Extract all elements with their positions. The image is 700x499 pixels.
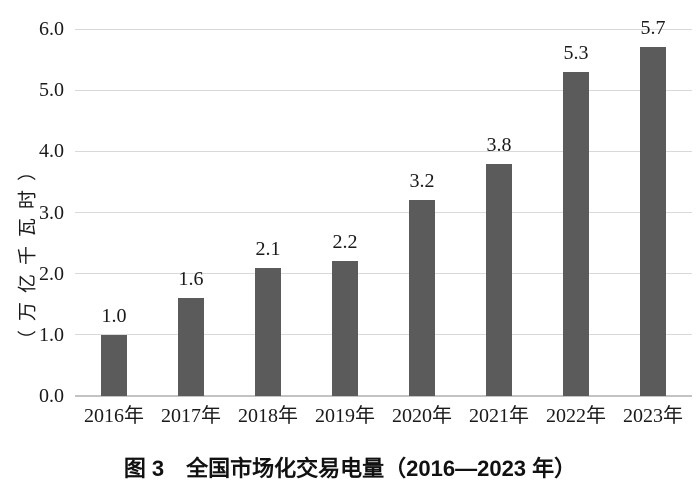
bar	[255, 268, 281, 396]
bar-value-label: 3.8	[486, 134, 512, 156]
x-tick-label: 2017年	[161, 405, 221, 427]
x-tick-label: 2016年	[84, 405, 144, 427]
y-tick-label: 1.0	[39, 324, 64, 346]
y-tick-label: 0.0	[39, 385, 64, 407]
gridline	[75, 334, 692, 335]
bar	[178, 298, 204, 396]
bar-value-label: 1.6	[178, 268, 204, 290]
gridline	[75, 212, 692, 213]
bar	[486, 164, 512, 396]
bar-value-label: 5.7	[640, 17, 666, 39]
bar-value-label: 3.2	[409, 170, 435, 192]
x-tick-label: 2020年	[392, 405, 452, 427]
bar-value-label: 1.0	[101, 305, 127, 327]
y-tick-label: 2.0	[39, 263, 64, 285]
bar-value-label: 5.3	[563, 42, 589, 64]
y-tick-label: 5.0	[39, 79, 64, 101]
gridline	[75, 151, 692, 152]
figure-caption: 图 3 全国市场化交易电量（2016—2023 年）	[123, 456, 577, 481]
y-tick-label: 4.0	[39, 140, 64, 162]
x-tick-label: 2018年	[238, 405, 298, 427]
bar	[640, 47, 666, 396]
x-tick-label: 2023年	[623, 405, 683, 427]
bar-value-label: 2.1	[255, 238, 281, 260]
bar	[563, 72, 589, 396]
bar	[332, 261, 358, 396]
x-tick-label: 2021年	[469, 405, 529, 427]
y-axis-title: （万亿千瓦时）	[17, 152, 39, 350]
x-axis-line	[75, 395, 692, 397]
bar-value-label: 2.2	[332, 231, 358, 253]
x-tick-label: 2022年	[546, 405, 606, 427]
bar	[101, 335, 127, 396]
gridline	[75, 273, 692, 274]
gridline	[75, 29, 692, 30]
y-tick-label: 6.0	[39, 18, 64, 40]
y-tick-label: 3.0	[39, 202, 64, 224]
gridline	[75, 90, 692, 91]
x-tick-label: 2019年	[315, 405, 375, 427]
bar	[409, 200, 435, 396]
